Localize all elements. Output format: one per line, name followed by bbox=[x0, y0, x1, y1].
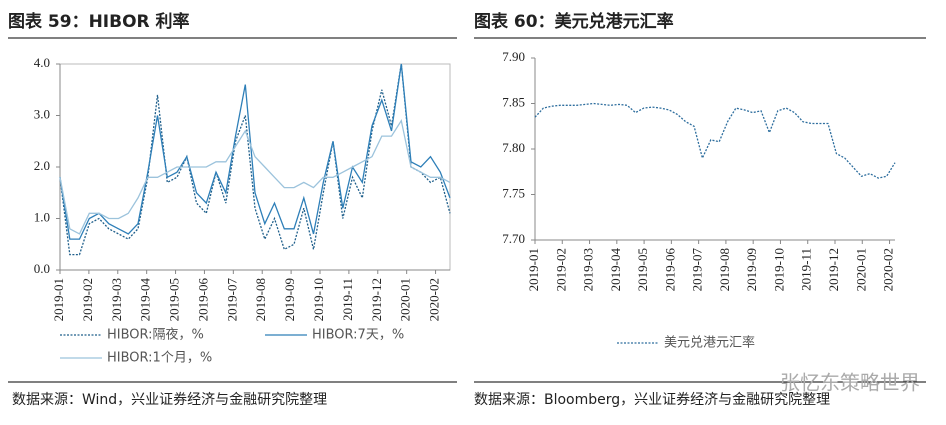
x-tick-label: 2019-11 bbox=[340, 278, 355, 321]
x-tick-label: 2019-05 bbox=[635, 248, 650, 291]
chart-title: 图表 60：美元兑港元汇率 bbox=[474, 11, 674, 32]
legend-label: HIBOR:7天，% bbox=[312, 328, 404, 343]
x-tick-label: 2020-02 bbox=[881, 248, 896, 291]
legend-label: HIBOR:隔夜，% bbox=[107, 328, 204, 343]
x-tick-label: 2020-02 bbox=[427, 278, 442, 321]
y-tick-label: 7.75 bbox=[502, 185, 525, 200]
x-tick-label: 2019-08 bbox=[717, 248, 732, 291]
source-note: 数据来源：Wind，兴业证券经济与金融研究院整理 bbox=[12, 392, 327, 408]
x-tick-label: 2019-01 bbox=[526, 248, 541, 291]
x-tick-label: 2019-10 bbox=[771, 248, 786, 291]
x-tick-label: 2019-11 bbox=[799, 248, 814, 291]
x-tick-label: 2019-02 bbox=[80, 278, 95, 321]
x-tick-label: 2019-12 bbox=[369, 278, 384, 321]
x-tick-label: 2019-08 bbox=[253, 278, 268, 321]
x-tick-label: 2019-03 bbox=[581, 248, 596, 291]
y-tick-label: 7.80 bbox=[502, 140, 525, 155]
plot-frame bbox=[59, 63, 451, 271]
y-tick-label: 3.0 bbox=[34, 106, 50, 121]
y-tick-label: 7.90 bbox=[502, 49, 525, 64]
series-line bbox=[59, 63, 451, 256]
chart-title: 图表 59：HIBOR 利率 bbox=[8, 11, 190, 32]
legend-label: 美元兑港元汇率 bbox=[664, 335, 755, 351]
x-tick-label: 2019-09 bbox=[282, 278, 297, 321]
x-tick-label: 2019-04 bbox=[138, 278, 153, 322]
y-tick-label: 7.70 bbox=[502, 231, 525, 246]
x-tick-label: 2019-06 bbox=[662, 248, 677, 292]
x-tick-label: 2019-07 bbox=[690, 248, 705, 292]
x-tick-label: 2019-07 bbox=[224, 278, 239, 322]
x-tick-label: 2019-02 bbox=[553, 248, 568, 291]
series-line bbox=[534, 102, 896, 179]
x-tick-label: 2019-05 bbox=[167, 278, 182, 321]
y-tick-label: 2.0 bbox=[34, 158, 50, 173]
x-tick-label: 2019-12 bbox=[826, 248, 841, 291]
x-tick-label: 2019-06 bbox=[195, 278, 210, 322]
series-line bbox=[59, 119, 451, 235]
x-tick-label: 2019-03 bbox=[109, 278, 124, 321]
series-line bbox=[59, 63, 451, 240]
x-tick-label: 2019-04 bbox=[608, 248, 623, 292]
watermark: 张忆东策略世界 bbox=[780, 371, 920, 395]
x-tick-label: 2019-10 bbox=[311, 278, 326, 321]
x-tick-label: 2019-09 bbox=[744, 248, 759, 291]
x-tick-label: 2020-01 bbox=[398, 278, 413, 321]
y-tick-label: 7.85 bbox=[502, 94, 525, 109]
x-tick-label: 2019-01 bbox=[51, 278, 66, 321]
y-tick-label: 0.0 bbox=[34, 261, 50, 276]
x-tick-label: 2020-01 bbox=[853, 248, 868, 291]
legend-label: HIBOR:1个月，% bbox=[107, 351, 212, 366]
source-note: 数据来源：Bloomberg，兴业证券经济与金融研究院整理 bbox=[474, 392, 830, 408]
y-tick-label: 4.0 bbox=[34, 55, 50, 70]
y-tick-label: 1.0 bbox=[34, 209, 50, 224]
